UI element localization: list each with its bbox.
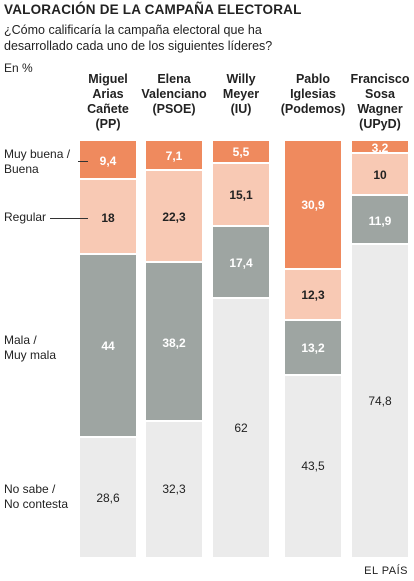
leader-line <box>78 160 88 162</box>
bar-segment: 43,5 <box>285 375 341 557</box>
bar-value-label: 7,1 <box>165 148 183 163</box>
bar-segment: 3,2 <box>352 140 408 155</box>
bar-value-label: 10 <box>373 168 387 183</box>
bar-value-label: 17,4 <box>229 255 253 270</box>
bar-value-label: 5,5 <box>232 145 250 160</box>
row-label: Mala / Muy mala <box>4 332 57 362</box>
bar-value-label: 9,4 <box>99 153 117 168</box>
bar-segment: 30,9 <box>285 141 341 270</box>
bar-value-label: 43,5 <box>301 459 325 474</box>
column-header-label: Willy Meyer (IU) <box>222 72 260 116</box>
bar-value-label: 32,3 <box>162 482 186 497</box>
row-label: Regular <box>4 209 47 224</box>
bar-segment: 22,3 <box>146 170 202 264</box>
bar-segment: 12,3 <box>285 269 341 321</box>
column-header-label: Francisco Sosa Wagner (UPyD) <box>350 72 410 131</box>
bar-value-label: 30,9 <box>301 198 325 213</box>
bar-segment: 9,4 <box>80 141 136 181</box>
bar-segment: 15,1 <box>213 163 269 227</box>
bar-segment: 32,3 <box>146 422 202 557</box>
bar-segment: 7,1 <box>146 141 202 171</box>
bar-value-label: 18 <box>101 210 115 225</box>
column-header-label: Pablo Iglesias (Podemos) <box>280 72 346 116</box>
chart-title: VALORACIÓN DE LA CAMPAÑA ELECTORAL <box>4 2 302 17</box>
bar-value-label: 22,3 <box>162 209 186 224</box>
bar-value-label: 12,3 <box>301 288 325 303</box>
bar-segment: 11,9 <box>352 195 408 246</box>
bar-value-label: 74,8 <box>368 393 392 408</box>
bar-value-label: 11,9 <box>368 213 392 228</box>
bar-segment: 10 <box>352 154 408 196</box>
bar-segment: 62 <box>213 299 269 557</box>
row-label: No sabe / No contesta <box>4 481 69 511</box>
source-label: EL PAÍS <box>364 565 408 577</box>
bar-value-label: 13,2 <box>301 341 325 356</box>
bar-value-label: 62 <box>234 421 248 436</box>
bar-segment: 28,6 <box>80 438 136 557</box>
bar-value-label: 28,6 <box>96 490 120 505</box>
bar-value-label: 15,1 <box>229 188 253 203</box>
bar-value-label: 44 <box>101 339 115 354</box>
bar-value-label: 3,2 <box>371 140 389 155</box>
bar-segment: 44 <box>80 254 136 438</box>
bar-value-label: 38,2 <box>162 335 186 350</box>
bar-segment: 18 <box>80 180 136 255</box>
bar-segment: 74,8 <box>352 245 408 557</box>
bar-segment: 38,2 <box>146 263 202 423</box>
unit-label: En % <box>4 61 33 75</box>
row-label: Muy buena / Buena <box>4 146 71 176</box>
bar-segment: 17,4 <box>213 226 269 300</box>
leader-line <box>50 217 88 219</box>
column-header-label: Elena Valenciano (PSOE) <box>141 72 207 116</box>
chart-question: ¿Cómo calificaría la campaña electoral q… <box>4 23 273 53</box>
column-header-label: Miguel Arias Cañete (PP) <box>87 72 129 131</box>
bar-segment: 5,5 <box>213 141 269 164</box>
bar-segment: 13,2 <box>285 320 341 376</box>
